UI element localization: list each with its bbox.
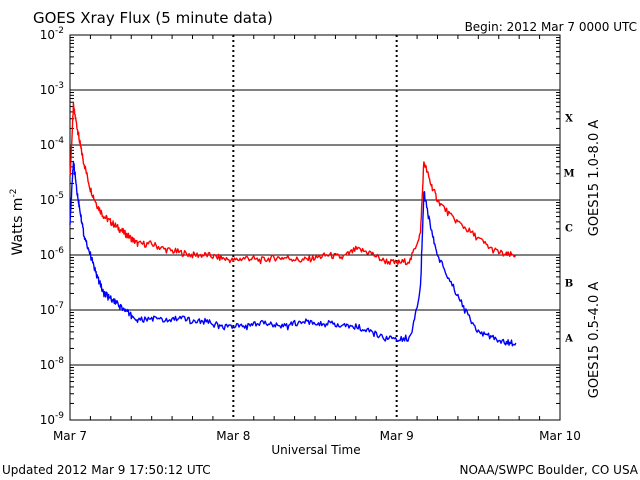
y-tick-label: 10-5 (40, 191, 64, 207)
flare-class-label: C (565, 224, 573, 235)
series-lines (69, 102, 517, 347)
series-long-channel (69, 102, 517, 266)
plot-frame (69, 34, 561, 421)
y-tick-label: 10-9 (40, 411, 65, 427)
y-tick-base: 10 (40, 83, 55, 97)
y-axis-title: Watts m-2 (9, 189, 26, 256)
x-tick-label: Mar 10 (539, 429, 581, 443)
y-tick-label: 10-7 (40, 301, 64, 317)
x-tick-label: Mar 8 (216, 429, 250, 443)
y-tick-exponent: -5 (55, 191, 64, 201)
y-tick-label: 10-2 (40, 26, 64, 42)
y-tick-base: 10 (40, 28, 55, 42)
flare-class-label: A (564, 334, 573, 345)
y-axis-title-sup: -2 (9, 189, 19, 198)
y-tick-base: 10 (40, 248, 55, 262)
flare-class-labels: X M C B A (563, 114, 574, 345)
y-tick-exponent: -4 (55, 136, 64, 146)
horizontal-grid (70, 89, 560, 366)
flare-class-label: X (565, 114, 573, 125)
source-label: NOAA/SWPC Boulder, CO USA (460, 463, 639, 477)
series-line (69, 160, 517, 347)
y-tick-base: 10 (40, 413, 55, 427)
y-tick-base: 10 (40, 193, 55, 207)
x-axis-ticks: Mar 7 Mar 8 Mar 9 Mar 10 (53, 35, 581, 443)
y-tick-base: 10 (40, 138, 55, 152)
x-axis-title: Universal Time (271, 443, 360, 457)
legend-short-channel: GOES15 0.5-4.0 A (587, 282, 602, 399)
series-line (69, 102, 517, 266)
y-axis-ticks: 10-910-810-710-610-510-410-310-2 (40, 26, 560, 427)
x-tick-label: Mar 7 (53, 429, 87, 443)
legend-long-channel: GOES15 1.0-8.0 A (587, 120, 602, 237)
y-tick-exponent: -2 (55, 26, 64, 36)
updated-label: Updated 2012 Mar 9 17:50:12 UTC (2, 463, 211, 477)
flare-class-label: M (563, 169, 574, 180)
y-tick-base: 10 (40, 303, 55, 317)
y-tick-exponent: -7 (55, 301, 64, 311)
y-tick-label: 10-8 (40, 356, 65, 372)
chart-title: GOES Xray Flux (5 minute data) (33, 9, 273, 27)
flare-class-label: B (565, 279, 573, 290)
series-short-channel (69, 160, 517, 347)
y-tick-exponent: -6 (55, 246, 64, 256)
vertical-grid (232, 35, 398, 420)
y-tick-exponent: -9 (55, 411, 64, 421)
y-tick-label: 10-6 (40, 246, 65, 262)
x-tick-label: Mar 9 (380, 429, 414, 443)
y-tick-exponent: -3 (55, 81, 64, 91)
y-tick-label: 10-4 (40, 136, 65, 152)
begin-label: Begin: 2012 Mar 7 0000 UTC (465, 20, 637, 34)
y-tick-exponent: -8 (55, 356, 64, 366)
y-tick-base: 10 (40, 358, 55, 372)
y-axis-title-text: Watts m (10, 198, 26, 256)
y-tick-label: 10-3 (40, 81, 64, 97)
